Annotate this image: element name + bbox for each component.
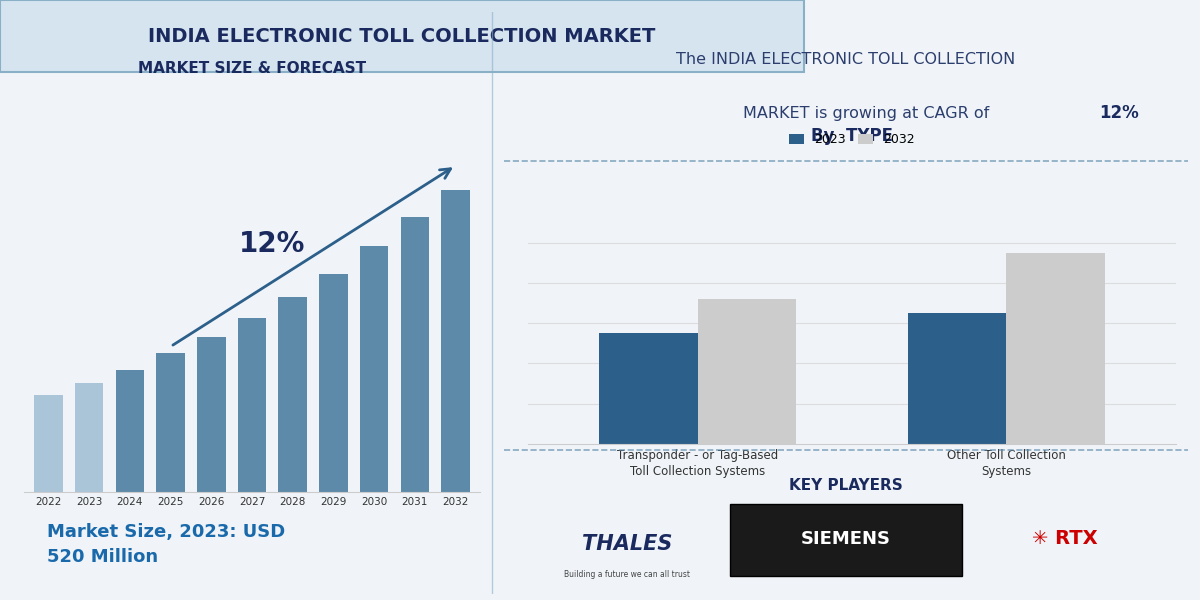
Text: MARKET is growing at CAGR of: MARKET is growing at CAGR of [744, 106, 995, 121]
Bar [278, 297, 307, 492]
Text: ✳ RTX: ✳ RTX [1032, 529, 1098, 548]
Text: THALES: THALES [582, 534, 672, 554]
Text: The INDIA ELECTRONIC TOLL COLLECTION: The INDIA ELECTRONIC TOLL COLLECTION [677, 52, 1015, 67]
Legend: 2023, 2032: 2023, 2032 [784, 128, 920, 151]
FancyBboxPatch shape [730, 504, 962, 575]
Bar [360, 247, 389, 492]
FancyBboxPatch shape [0, 0, 804, 72]
Text: Market Size, 2023: USD
520 Million: Market Size, 2023: USD 520 Million [47, 523, 286, 566]
Text: 12%: 12% [239, 230, 306, 258]
Bar [1007, 253, 1105, 444]
Bar [156, 353, 185, 492]
Bar [599, 333, 697, 444]
Text: Building a future we can all trust: Building a future we can all trust [564, 570, 690, 578]
Bar [401, 217, 430, 492]
Bar [907, 313, 1007, 444]
Bar [115, 370, 144, 492]
Bar [197, 337, 226, 492]
Text: SIEMENS: SIEMENS [802, 530, 890, 548]
Bar [238, 318, 266, 492]
Text: INDIA ELECTRONIC TOLL COLLECTION MARKET: INDIA ELECTRONIC TOLL COLLECTION MARKET [149, 26, 655, 46]
Title: MARKET SIZE & FORECAST: MARKET SIZE & FORECAST [138, 61, 366, 76]
Text: 12%: 12% [1099, 104, 1139, 122]
Bar [34, 395, 62, 492]
Text: KEY PLAYERS: KEY PLAYERS [790, 478, 902, 493]
Bar [319, 274, 348, 492]
Bar [74, 383, 103, 492]
Bar [697, 299, 797, 444]
Title: By  TYPE: By TYPE [811, 127, 893, 145]
Bar [442, 190, 470, 492]
